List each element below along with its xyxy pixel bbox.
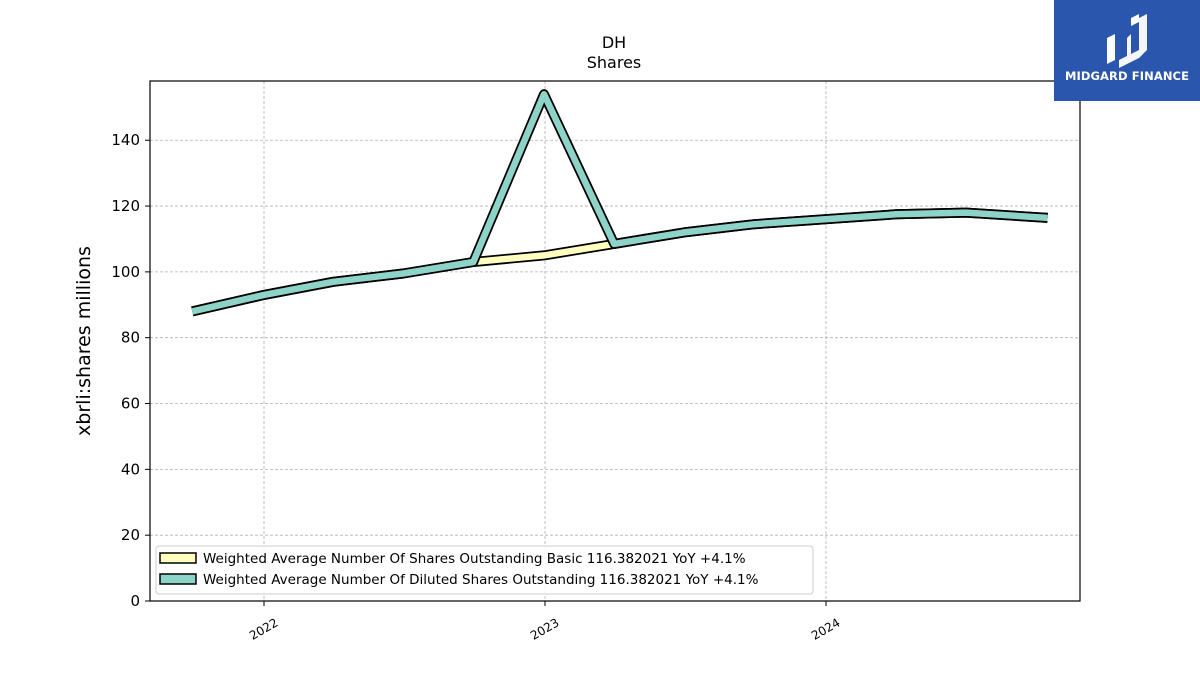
y-tick-label: 0 xyxy=(130,592,140,610)
logo-text: MIDGARD FINANCE xyxy=(1064,69,1190,83)
legend-box xyxy=(155,545,814,595)
plot-frame xyxy=(149,80,1081,602)
y-tick-label: 60 xyxy=(121,395,140,413)
y-tick-label: 120 xyxy=(111,197,140,215)
series-outline-0 xyxy=(191,207,1048,317)
y-tick-label: 140 xyxy=(111,131,140,149)
y-axis-label: xbrli:shares millions xyxy=(73,246,95,436)
grid xyxy=(150,81,1080,601)
series-line-1 xyxy=(191,90,1048,315)
legend-label-0: Weighted Average Number Of Shares Outsta… xyxy=(203,551,746,567)
x-ticks: 2022 2023 2024 xyxy=(247,601,843,643)
legend-swatch-1 xyxy=(159,573,197,585)
y-ticks: 0 20 40 60 80 100 120 140 xyxy=(111,131,150,610)
y-tick-label: 80 xyxy=(121,329,140,347)
series-line-0 xyxy=(191,209,1048,315)
x-tick-label: 2023 xyxy=(528,615,561,642)
logo-mark-icon xyxy=(1107,14,1147,68)
x-tick-label: 2022 xyxy=(247,615,280,642)
chart-subtitle: Shares xyxy=(587,53,642,72)
legend: Weighted Average Number Of Shares Outsta… xyxy=(155,545,814,595)
y-tick-label: 40 xyxy=(121,460,140,478)
legend-label-1: Weighted Average Number Of Diluted Share… xyxy=(203,572,759,588)
series-layer xyxy=(191,89,1048,317)
brand-logo: MIDGARD FINANCE xyxy=(1054,0,1200,101)
chart-title: DH xyxy=(602,33,626,52)
x-tick-label: 2024 xyxy=(809,615,842,642)
y-tick-label: 100 xyxy=(111,263,140,281)
y-tick-label: 20 xyxy=(121,526,140,544)
legend-swatch-0 xyxy=(159,552,197,564)
series-outline-1 xyxy=(191,89,1048,317)
